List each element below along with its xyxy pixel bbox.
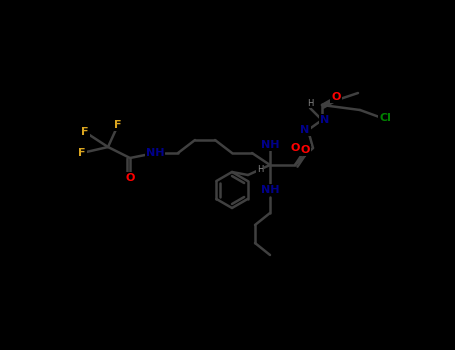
Text: NH: NH [261,185,279,195]
Text: H: H [307,98,313,107]
Text: N: N [300,125,309,135]
Text: NH: NH [146,148,164,158]
Text: Cl: Cl [379,113,391,123]
Text: H: H [257,166,263,175]
Text: F: F [78,148,86,158]
Text: O: O [331,92,341,102]
Text: O: O [125,173,135,183]
Text: O: O [300,145,310,155]
Text: O: O [290,143,300,153]
Text: F: F [81,127,89,137]
Text: NH: NH [261,140,279,150]
Text: N: N [320,115,329,125]
Text: F: F [114,120,122,130]
